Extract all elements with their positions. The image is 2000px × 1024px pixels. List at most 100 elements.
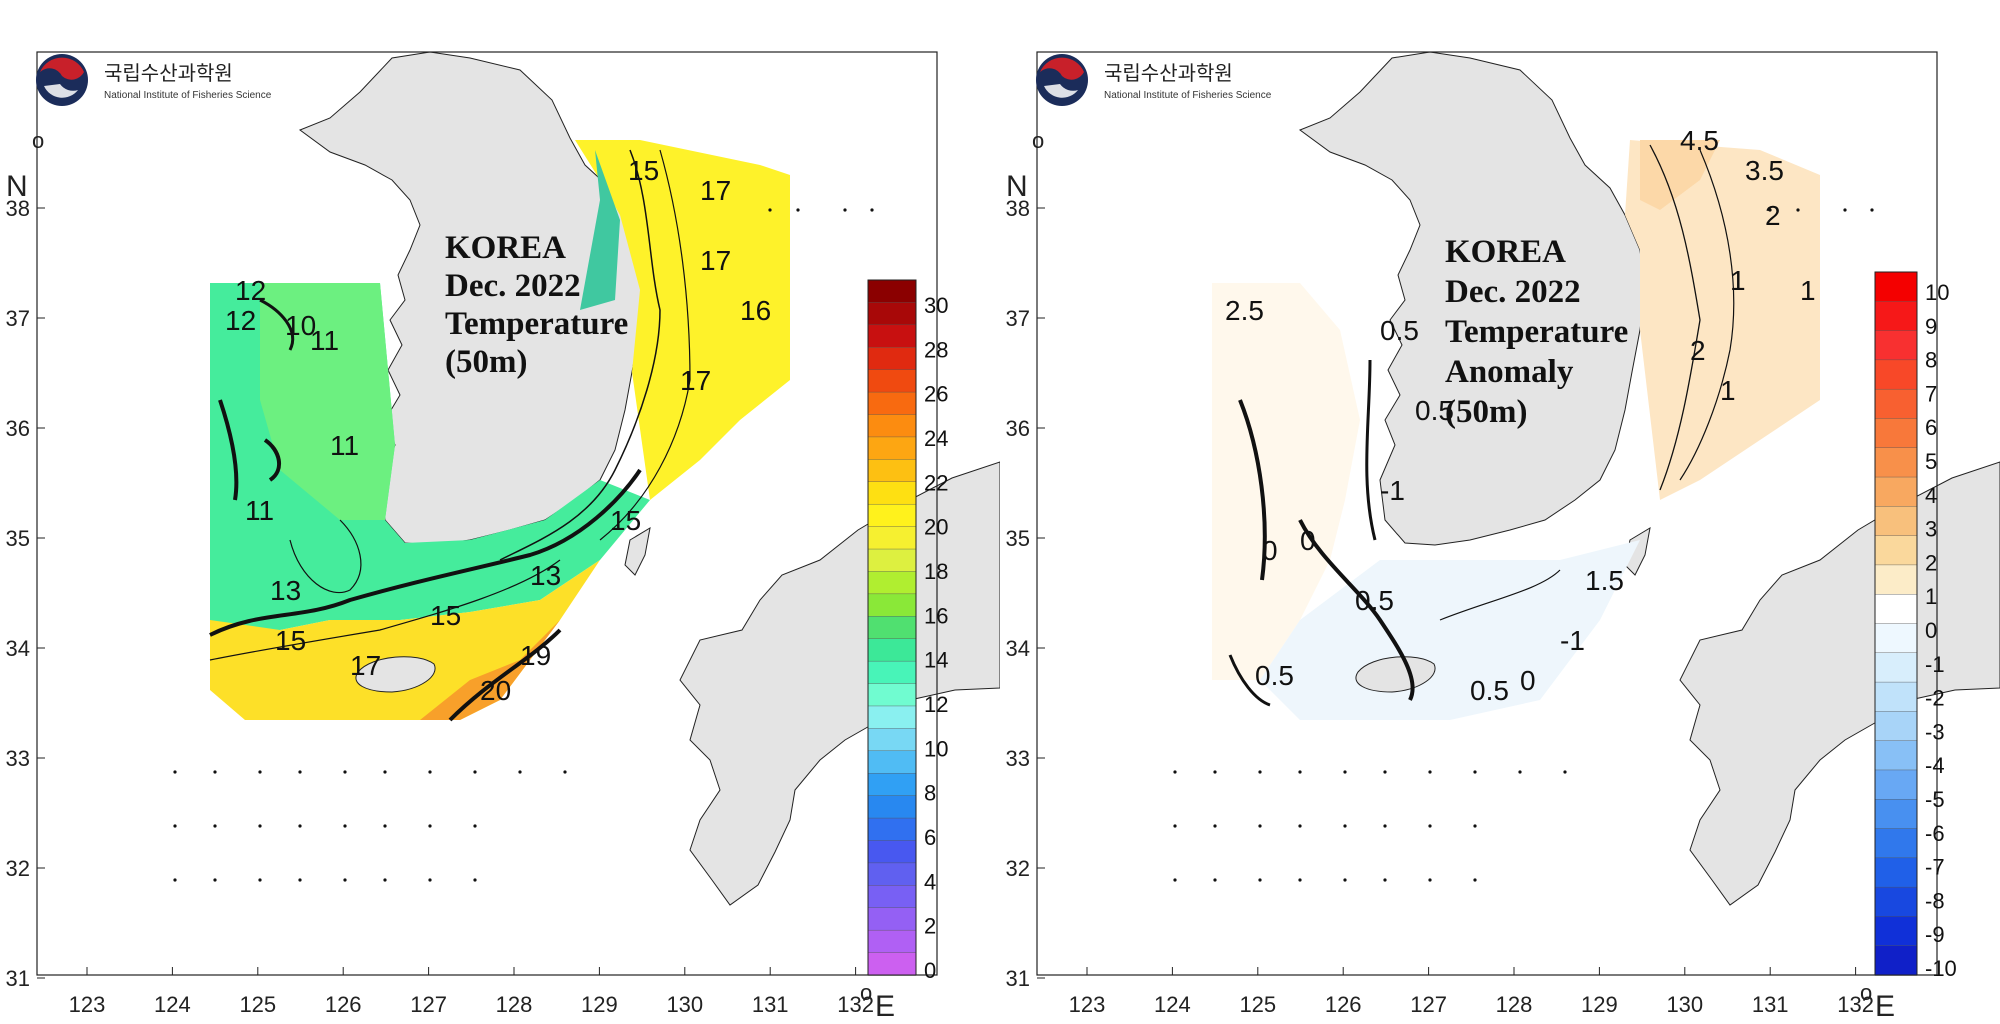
colorbar-label: 7 [1925, 381, 1937, 406]
y-tick-label: 37 [1006, 306, 1030, 331]
colorbar-label: -4 [1925, 753, 1945, 778]
x-tick-label: 125 [239, 992, 276, 1017]
colorbar-segment [867, 907, 917, 931]
station-dot [796, 208, 800, 212]
y-tick-label: 34 [6, 636, 30, 661]
colorbar-segment [1874, 388, 1918, 420]
station-dot [843, 208, 847, 212]
station-dot [473, 878, 477, 882]
tsushima-island [624, 527, 651, 576]
y-tick-label: 32 [6, 856, 30, 881]
colorbar-segment [1874, 506, 1918, 537]
contour-label: 2 [1765, 200, 1781, 231]
contour-line-bold [1365, 359, 1377, 541]
station-dot [298, 878, 302, 882]
station-dot [1383, 770, 1387, 774]
station-dot [473, 824, 477, 828]
colorbar-segment [1874, 301, 1918, 332]
colorbar-label: -10 [1925, 956, 1957, 981]
colorbar-segment [867, 526, 917, 550]
station-dot [343, 824, 347, 828]
y-tick-label: 33 [1006, 746, 1030, 771]
colorbar-segment [1874, 799, 1918, 830]
station-dot [473, 770, 477, 774]
x-unit-label: E [875, 990, 895, 1023]
station-dot [563, 770, 567, 774]
contour-label: 0.5 [1380, 315, 1419, 346]
map-frame [1036, 51, 1938, 976]
colorbar-label: -9 [1925, 922, 1945, 947]
colorbar-label: 2 [1925, 550, 1937, 575]
x-unit-label: E [1875, 990, 1895, 1023]
y-tick-label: 35 [1006, 526, 1030, 551]
colorbar-segment [867, 952, 917, 976]
japan-landmass [1679, 461, 2000, 906]
station-dot [518, 770, 522, 774]
colorbar-segment [1874, 857, 1918, 888]
station-dot [1213, 770, 1217, 774]
contour-label: 2.5 [1225, 295, 1264, 326]
contour-line [599, 149, 691, 541]
contour-label: 15 [610, 505, 641, 536]
contour-line-bold [259, 298, 295, 351]
station-dots [173, 208, 874, 882]
colorbar-segment [867, 705, 917, 730]
contour-label: 1 [1800, 275, 1816, 306]
station-dot [173, 878, 177, 882]
colorbar-segment [1874, 623, 1918, 654]
colorbar-label: 3 [1925, 517, 1937, 542]
colorbar-label: 5 [1925, 449, 1937, 474]
map-title-line: Dec. 2022 [1445, 274, 1581, 310]
station-dot [1173, 770, 1177, 774]
colorbar-segment [867, 929, 917, 954]
x-tick-label: 126 [325, 992, 362, 1017]
colorbar-segment [867, 773, 917, 797]
contour-label: 0 [1300, 525, 1316, 556]
y-tick-label: 38 [6, 196, 30, 221]
nifs-emblem-red-icon [40, 57, 84, 80]
colorbar-label: 6 [924, 825, 936, 850]
colorbar-segment [1874, 681, 1918, 713]
contour-label: 0 [1262, 535, 1278, 566]
station-dot [298, 770, 302, 774]
colorbar-segment [1874, 564, 1918, 595]
contour-label: 10 [285, 310, 316, 341]
x-tick-label: 124 [154, 992, 191, 1017]
map-title-line: Temperature [445, 306, 628, 342]
jeju-island [1355, 656, 1436, 693]
east-sea-positive-region [1625, 140, 1820, 500]
station-dot [768, 208, 772, 212]
contour-line [209, 559, 561, 661]
station-dot [1173, 824, 1177, 828]
contour-label: 15 [275, 625, 306, 656]
x-tick-label: 125 [1239, 992, 1276, 1017]
station-dot [1258, 824, 1262, 828]
colorbar-segment [1874, 711, 1918, 742]
station-dot [870, 208, 874, 212]
y-tick-label: 34 [1006, 636, 1030, 661]
map-frame [36, 51, 938, 976]
colorbar-label: 22 [924, 470, 948, 495]
station-dot [1298, 770, 1302, 774]
logo-korean-name: 국립수산과학원 [104, 61, 233, 85]
colorbar-label: 20 [924, 515, 948, 540]
contour-label: 1.5 [1585, 565, 1624, 596]
colorbar-label: 9 [1925, 314, 1937, 339]
nifs-emblem-wave-icon [1044, 84, 1078, 98]
colorbar-label: -3 [1925, 719, 1945, 744]
logo-english-name: National Institute of Fisheries Science [1104, 90, 1272, 101]
colorbar-segment [1874, 740, 1918, 771]
station-dot [213, 770, 217, 774]
station-dot [1298, 824, 1302, 828]
colorbar-segment [867, 638, 917, 662]
colorbar-label: -1 [1925, 652, 1945, 677]
station-dot [173, 770, 177, 774]
station-dot [428, 878, 432, 882]
station-dot [1843, 208, 1847, 212]
contour-label: 13 [530, 560, 561, 591]
contour-line-bold [218, 399, 281, 501]
